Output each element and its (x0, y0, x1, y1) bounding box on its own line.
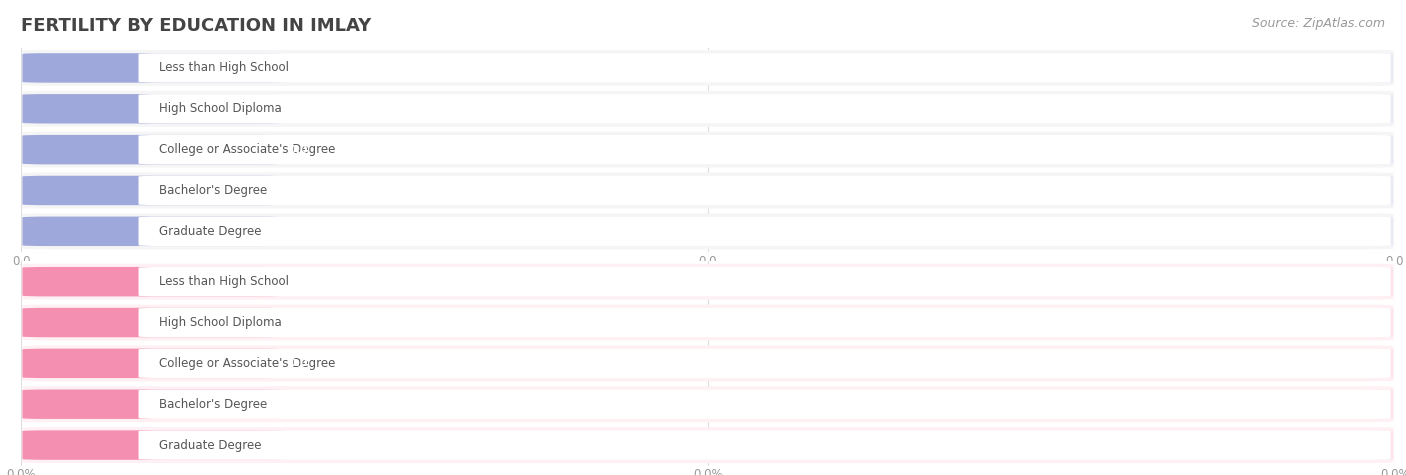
FancyBboxPatch shape (22, 349, 284, 378)
FancyBboxPatch shape (22, 176, 1393, 205)
FancyBboxPatch shape (22, 308, 1393, 337)
Text: 0.0: 0.0 (290, 226, 308, 237)
Text: 0.0: 0.0 (290, 144, 308, 155)
FancyBboxPatch shape (22, 94, 284, 124)
FancyBboxPatch shape (22, 304, 1393, 341)
FancyBboxPatch shape (22, 349, 1393, 378)
Text: High School Diploma: High School Diploma (159, 102, 281, 115)
FancyBboxPatch shape (22, 132, 1393, 168)
FancyBboxPatch shape (139, 135, 1391, 164)
FancyBboxPatch shape (22, 427, 1393, 463)
Text: Bachelor's Degree: Bachelor's Degree (159, 398, 267, 411)
FancyBboxPatch shape (22, 53, 1393, 83)
FancyBboxPatch shape (22, 217, 1393, 246)
FancyBboxPatch shape (22, 386, 1393, 422)
FancyBboxPatch shape (22, 50, 1393, 86)
FancyBboxPatch shape (139, 430, 1391, 460)
FancyBboxPatch shape (22, 267, 284, 296)
FancyBboxPatch shape (22, 135, 1393, 164)
FancyBboxPatch shape (139, 176, 1391, 205)
FancyBboxPatch shape (22, 213, 1393, 249)
FancyBboxPatch shape (22, 91, 1393, 127)
Text: College or Associate's Degree: College or Associate's Degree (159, 143, 336, 156)
Text: 0.0: 0.0 (290, 440, 308, 450)
FancyBboxPatch shape (22, 308, 284, 337)
FancyBboxPatch shape (22, 135, 284, 164)
Text: 0.0: 0.0 (290, 399, 308, 409)
FancyBboxPatch shape (22, 172, 1393, 209)
FancyBboxPatch shape (22, 264, 1393, 300)
Text: 0.0: 0.0 (290, 104, 308, 114)
Text: Source: ZipAtlas.com: Source: ZipAtlas.com (1251, 17, 1385, 29)
FancyBboxPatch shape (139, 94, 1391, 124)
FancyBboxPatch shape (139, 267, 1391, 296)
FancyBboxPatch shape (22, 267, 1393, 296)
FancyBboxPatch shape (22, 390, 284, 419)
FancyBboxPatch shape (22, 217, 284, 246)
FancyBboxPatch shape (139, 217, 1391, 246)
Text: 0.0: 0.0 (290, 276, 308, 287)
FancyBboxPatch shape (22, 345, 1393, 381)
Text: 0.0: 0.0 (290, 358, 308, 369)
FancyBboxPatch shape (22, 176, 284, 205)
Text: Graduate Degree: Graduate Degree (159, 438, 262, 452)
FancyBboxPatch shape (22, 390, 1393, 419)
FancyBboxPatch shape (22, 53, 284, 83)
FancyBboxPatch shape (22, 94, 1393, 124)
Text: 0.0: 0.0 (290, 63, 308, 73)
FancyBboxPatch shape (139, 349, 1391, 378)
Text: Less than High School: Less than High School (159, 61, 290, 75)
Text: Less than High School: Less than High School (159, 275, 290, 288)
Text: Bachelor's Degree: Bachelor's Degree (159, 184, 267, 197)
Text: High School Diploma: High School Diploma (159, 316, 281, 329)
FancyBboxPatch shape (22, 430, 284, 460)
Text: 0.0: 0.0 (290, 185, 308, 196)
Text: College or Associate's Degree: College or Associate's Degree (159, 357, 336, 370)
Text: Graduate Degree: Graduate Degree (159, 225, 262, 238)
FancyBboxPatch shape (139, 53, 1391, 83)
FancyBboxPatch shape (139, 308, 1391, 337)
Text: FERTILITY BY EDUCATION IN IMLAY: FERTILITY BY EDUCATION IN IMLAY (21, 17, 371, 35)
FancyBboxPatch shape (139, 390, 1391, 419)
Text: 0.0: 0.0 (290, 317, 308, 328)
FancyBboxPatch shape (22, 430, 1393, 460)
